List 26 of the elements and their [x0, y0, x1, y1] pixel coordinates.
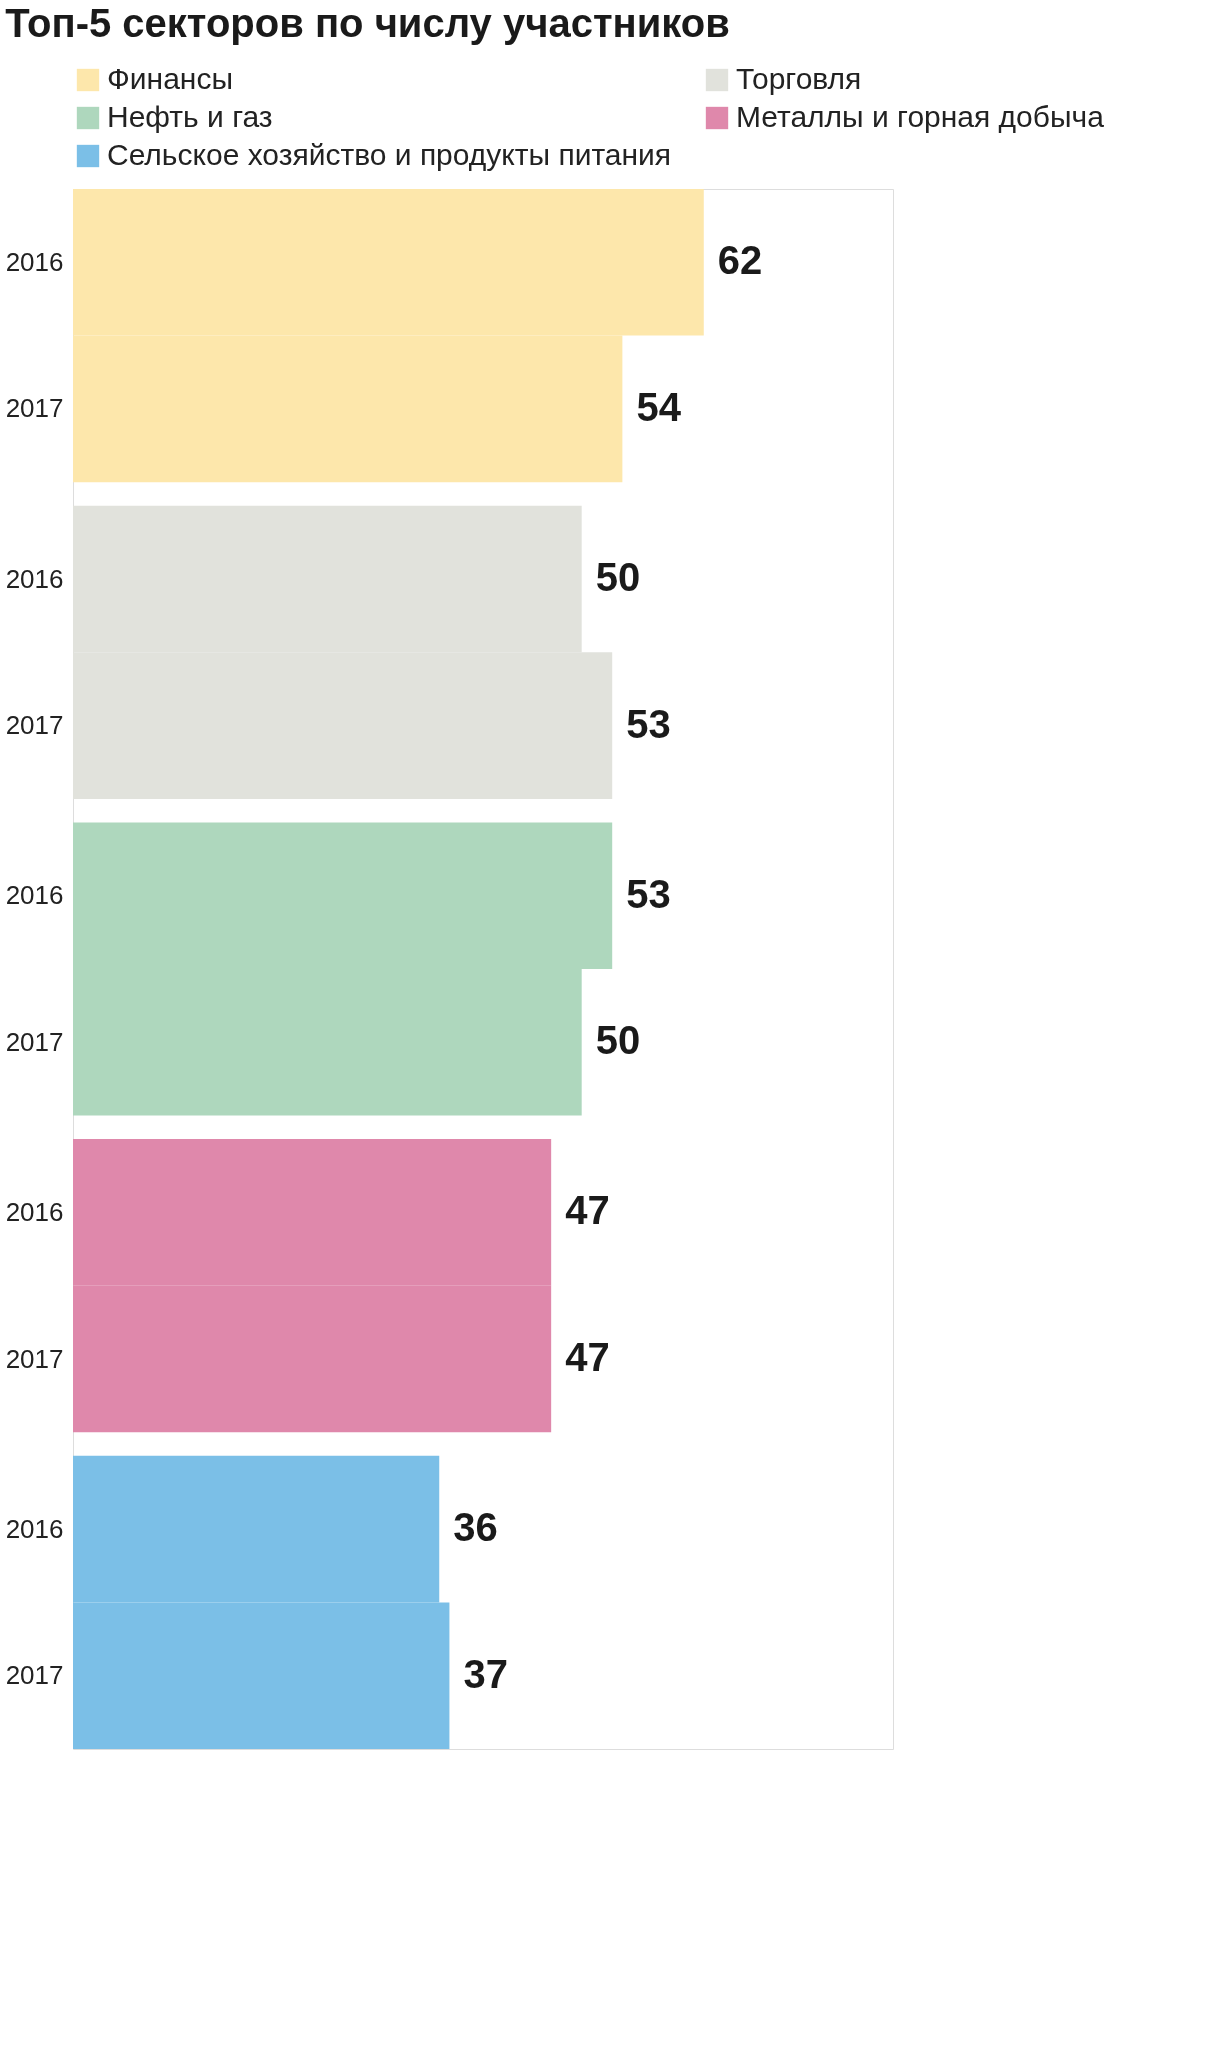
- y-tick-label: 2017: [5, 1026, 64, 1057]
- data-label: 47: [565, 1188, 610, 1233]
- chart-title: Топ-5 секторов по числу участников: [5, 1, 730, 45]
- legend-label: Металлы и горная добыча: [736, 100, 1105, 133]
- y-tick-label: 2017: [5, 393, 64, 424]
- legend-label: Нефть и газ: [107, 100, 273, 133]
- legend-label: Финансы: [107, 62, 233, 95]
- y-tick-label: 2017: [5, 1343, 64, 1374]
- y-tick-label: 2016: [5, 563, 64, 594]
- y-tick-label: 2016: [5, 246, 64, 277]
- data-label: 54: [636, 384, 682, 429]
- data-label: 47: [565, 1335, 610, 1379]
- y-tick-label: 2016: [5, 1196, 64, 1227]
- y-tick-label: 2016: [5, 1513, 64, 1544]
- data-label: 50: [595, 555, 641, 599]
- data-label: 36: [453, 1505, 498, 1550]
- y-tick-label: 2017: [5, 1660, 64, 1691]
- y-tick-label: 2017: [5, 710, 64, 741]
- y-tick-label: 2016: [5, 880, 64, 911]
- data-label: 53: [626, 701, 671, 746]
- data-label: 62: [717, 238, 763, 283]
- legend-label: Сельское хозяйство и продукты питания: [107, 138, 672, 171]
- data-label: 37: [463, 1651, 508, 1696]
- data-label: 53: [626, 871, 671, 916]
- legend-label: Торговля: [736, 62, 862, 95]
- data-label: 50: [595, 1018, 641, 1063]
